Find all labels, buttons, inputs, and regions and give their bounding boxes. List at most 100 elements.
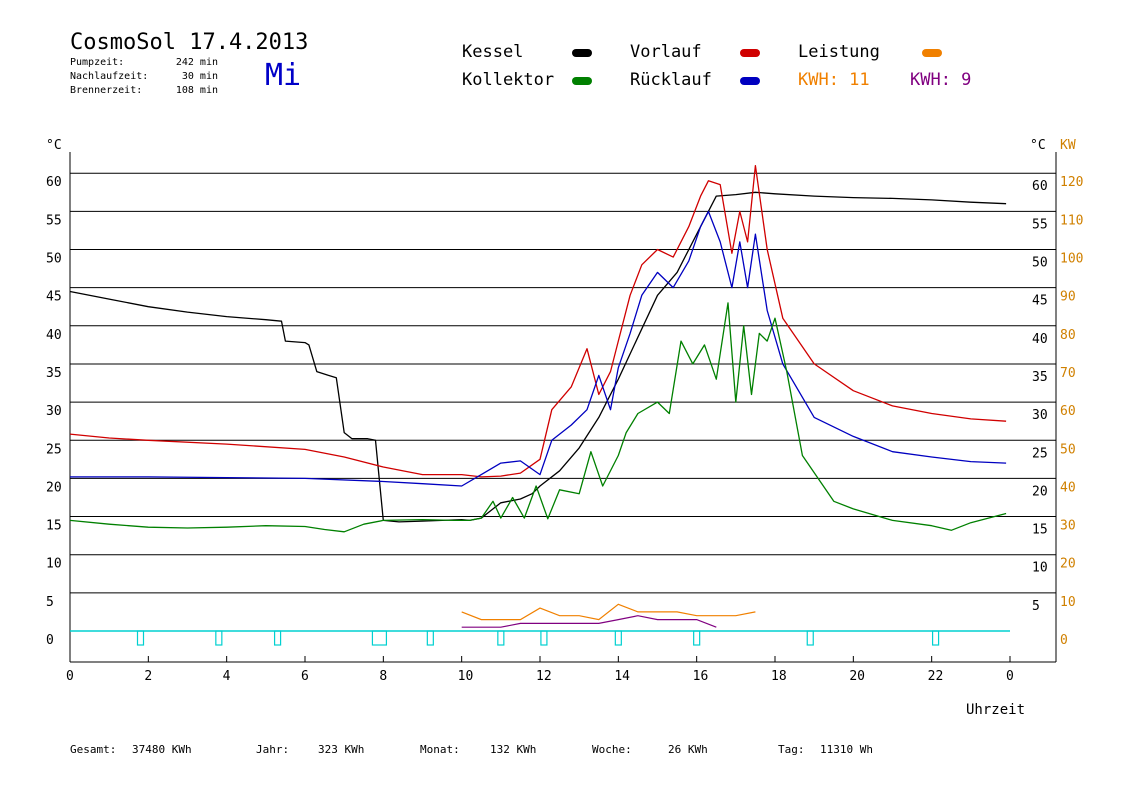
x-tick-labels: 0 2 4 6 8 10 12 14 16 18 20 22 0 <box>66 656 1014 684</box>
pump-pulse-6 <box>540 630 548 646</box>
footer-tag-label: Tag: <box>778 743 805 756</box>
legend-leistung: Leistung <box>798 42 880 62</box>
pump-pulse-2 <box>273 630 282 646</box>
x-tick-11: 22 <box>928 669 944 684</box>
y-tick-left-5: 5 <box>46 595 54 610</box>
pump-pulse-8 <box>693 630 701 646</box>
y-tick-kw-80: 80 <box>1060 328 1076 343</box>
pump-pulse-4 <box>426 630 434 646</box>
x-tick-6: 12 <box>536 669 552 684</box>
y-tick-left-15: 15 <box>46 519 62 534</box>
x-tick-1: 2 <box>144 669 152 684</box>
series-leistung <box>461 603 756 621</box>
y-tick-kw-120: 120 <box>1060 175 1083 190</box>
y-tick-kw-50: 50 <box>1060 442 1076 457</box>
legend-kwh-2: KWH: 9 <box>910 70 972 90</box>
legend-vorlauf-swatch <box>740 49 760 57</box>
legend-kessel-swatch <box>572 49 592 57</box>
chart-axes <box>69 152 1057 663</box>
legend-ruecklauf-swatch <box>740 77 760 85</box>
pumpzeit-value: 242 min <box>175 57 218 68</box>
y-tick-left-35: 35 <box>46 366 62 381</box>
y-axis-right-unit: °C <box>1030 138 1046 153</box>
legend-kessel: Kessel <box>462 42 524 62</box>
x-tick-8: 16 <box>693 669 709 684</box>
y-tick-kw-100: 100 <box>1060 252 1083 267</box>
y-tick-right-10: 10 <box>1032 561 1048 576</box>
pump-pulse-10 <box>931 630 940 646</box>
y-tick-kw-90: 90 <box>1060 290 1076 305</box>
y-tick-labels: 0 5 10 15 20 25 30 35 40 45 50 55 60 5 10 15 20 25 30 35 40 4… <box>46 175 1083 648</box>
y-tick-right-50: 50 <box>1032 256 1048 271</box>
legend-vorlauf: Vorlauf <box>630 42 702 62</box>
nachlaufzeit-label: Nachlaufzeit: <box>70 71 149 82</box>
legend-leistung-swatch <box>922 49 942 57</box>
y-tick-right-30: 30 <box>1032 408 1048 423</box>
pumpzeit-label: Pumpzeit: <box>70 57 125 68</box>
y-tick-right-5: 5 <box>1032 599 1040 614</box>
y-axis-kw-unit: KW <box>1060 138 1076 153</box>
pump-pulse-1 <box>215 630 223 646</box>
legend-kollektor: Kollektor <box>462 70 555 90</box>
x-tick-0: 0 <box>66 669 74 684</box>
footer-woche-value: 26 KWh <box>668 743 708 756</box>
x-tick-10: 20 <box>849 669 865 684</box>
y-tick-right-35: 35 <box>1032 370 1048 385</box>
series-vorlauf <box>69 164 1007 478</box>
pump-pulse-9 <box>806 630 814 646</box>
y-tick-kw-60: 60 <box>1060 404 1076 419</box>
legend-ruecklauf: Rücklauf <box>630 70 712 90</box>
brennerzeit-value: 108 min <box>175 85 218 96</box>
series-kessel <box>69 191 1007 523</box>
pump-pulses <box>70 630 1010 646</box>
footer-jahr-label: Jahr: <box>256 743 290 756</box>
nachlaufzeit-value: 30 min <box>181 71 218 82</box>
y-tick-right-15: 15 <box>1032 523 1048 538</box>
footer-jahr-value: 323 KWh <box>318 743 365 756</box>
series-ruecklauf <box>70 210 1007 487</box>
y-tick-left-60: 60 <box>46 175 62 190</box>
y-tick-right-20: 20 <box>1032 484 1048 499</box>
y-tick-left-45: 45 <box>46 290 62 305</box>
x-tick-5: 10 <box>458 669 474 684</box>
series-kwh2 <box>461 615 717 628</box>
y-tick-kw-30: 30 <box>1060 519 1076 534</box>
power-series <box>461 603 756 628</box>
y-tick-kw-10: 10 <box>1060 595 1076 610</box>
y-tick-left-20: 20 <box>46 480 62 495</box>
pump-pulse-7 <box>614 630 622 646</box>
x-tick-7: 14 <box>614 669 630 684</box>
x-tick-9: 18 <box>771 669 787 684</box>
x-tick-12: 0 <box>1006 669 1014 684</box>
x-tick-3: 6 <box>301 669 309 684</box>
footer-gesamt-value: 37480 KWh <box>132 743 192 756</box>
y-tick-right-60: 60 <box>1032 179 1048 194</box>
pump-pulse-0 <box>136 630 145 646</box>
footer-monat-label: Monat: <box>420 743 460 756</box>
x-tick-4: 8 <box>379 669 387 684</box>
series-kollektor <box>69 302 1007 533</box>
grid-lines <box>70 172 1056 594</box>
weekday-label: Mi <box>265 58 302 93</box>
y-axis-left-unit: °C <box>46 138 62 153</box>
brennerzeit-label: Brennerzeit: <box>70 85 143 96</box>
x-axis-label: Uhrzeit <box>966 702 1025 718</box>
pump-pulse-3 <box>371 630 388 646</box>
legend-kwh-1: KWH: 11 <box>798 70 870 90</box>
chart-title: CosmoSol 17.4.2013 <box>70 30 309 55</box>
y-tick-right-25: 25 <box>1032 446 1048 461</box>
footer-woche-label: Woche: <box>592 743 632 756</box>
y-tick-left-40: 40 <box>46 328 62 343</box>
footer-gesamt-label: Gesamt: <box>70 743 117 756</box>
pump-pulse-5 <box>497 630 505 646</box>
footer-monat-value: 132 KWh <box>490 743 537 756</box>
y-tick-left-55: 55 <box>46 213 62 228</box>
y-tick-right-40: 40 <box>1032 332 1048 347</box>
y-tick-kw-20: 20 <box>1060 557 1076 572</box>
y-tick-kw-70: 70 <box>1060 366 1076 381</box>
temperature-chart: °C °C KW Uhrzeit 05101520253035404550556… <box>46 138 1083 718</box>
y-tick-right-55: 55 <box>1032 217 1048 232</box>
x-tick-2: 4 <box>223 669 231 684</box>
temperature-series <box>69 164 1007 533</box>
y-tick-left-25: 25 <box>46 442 62 457</box>
